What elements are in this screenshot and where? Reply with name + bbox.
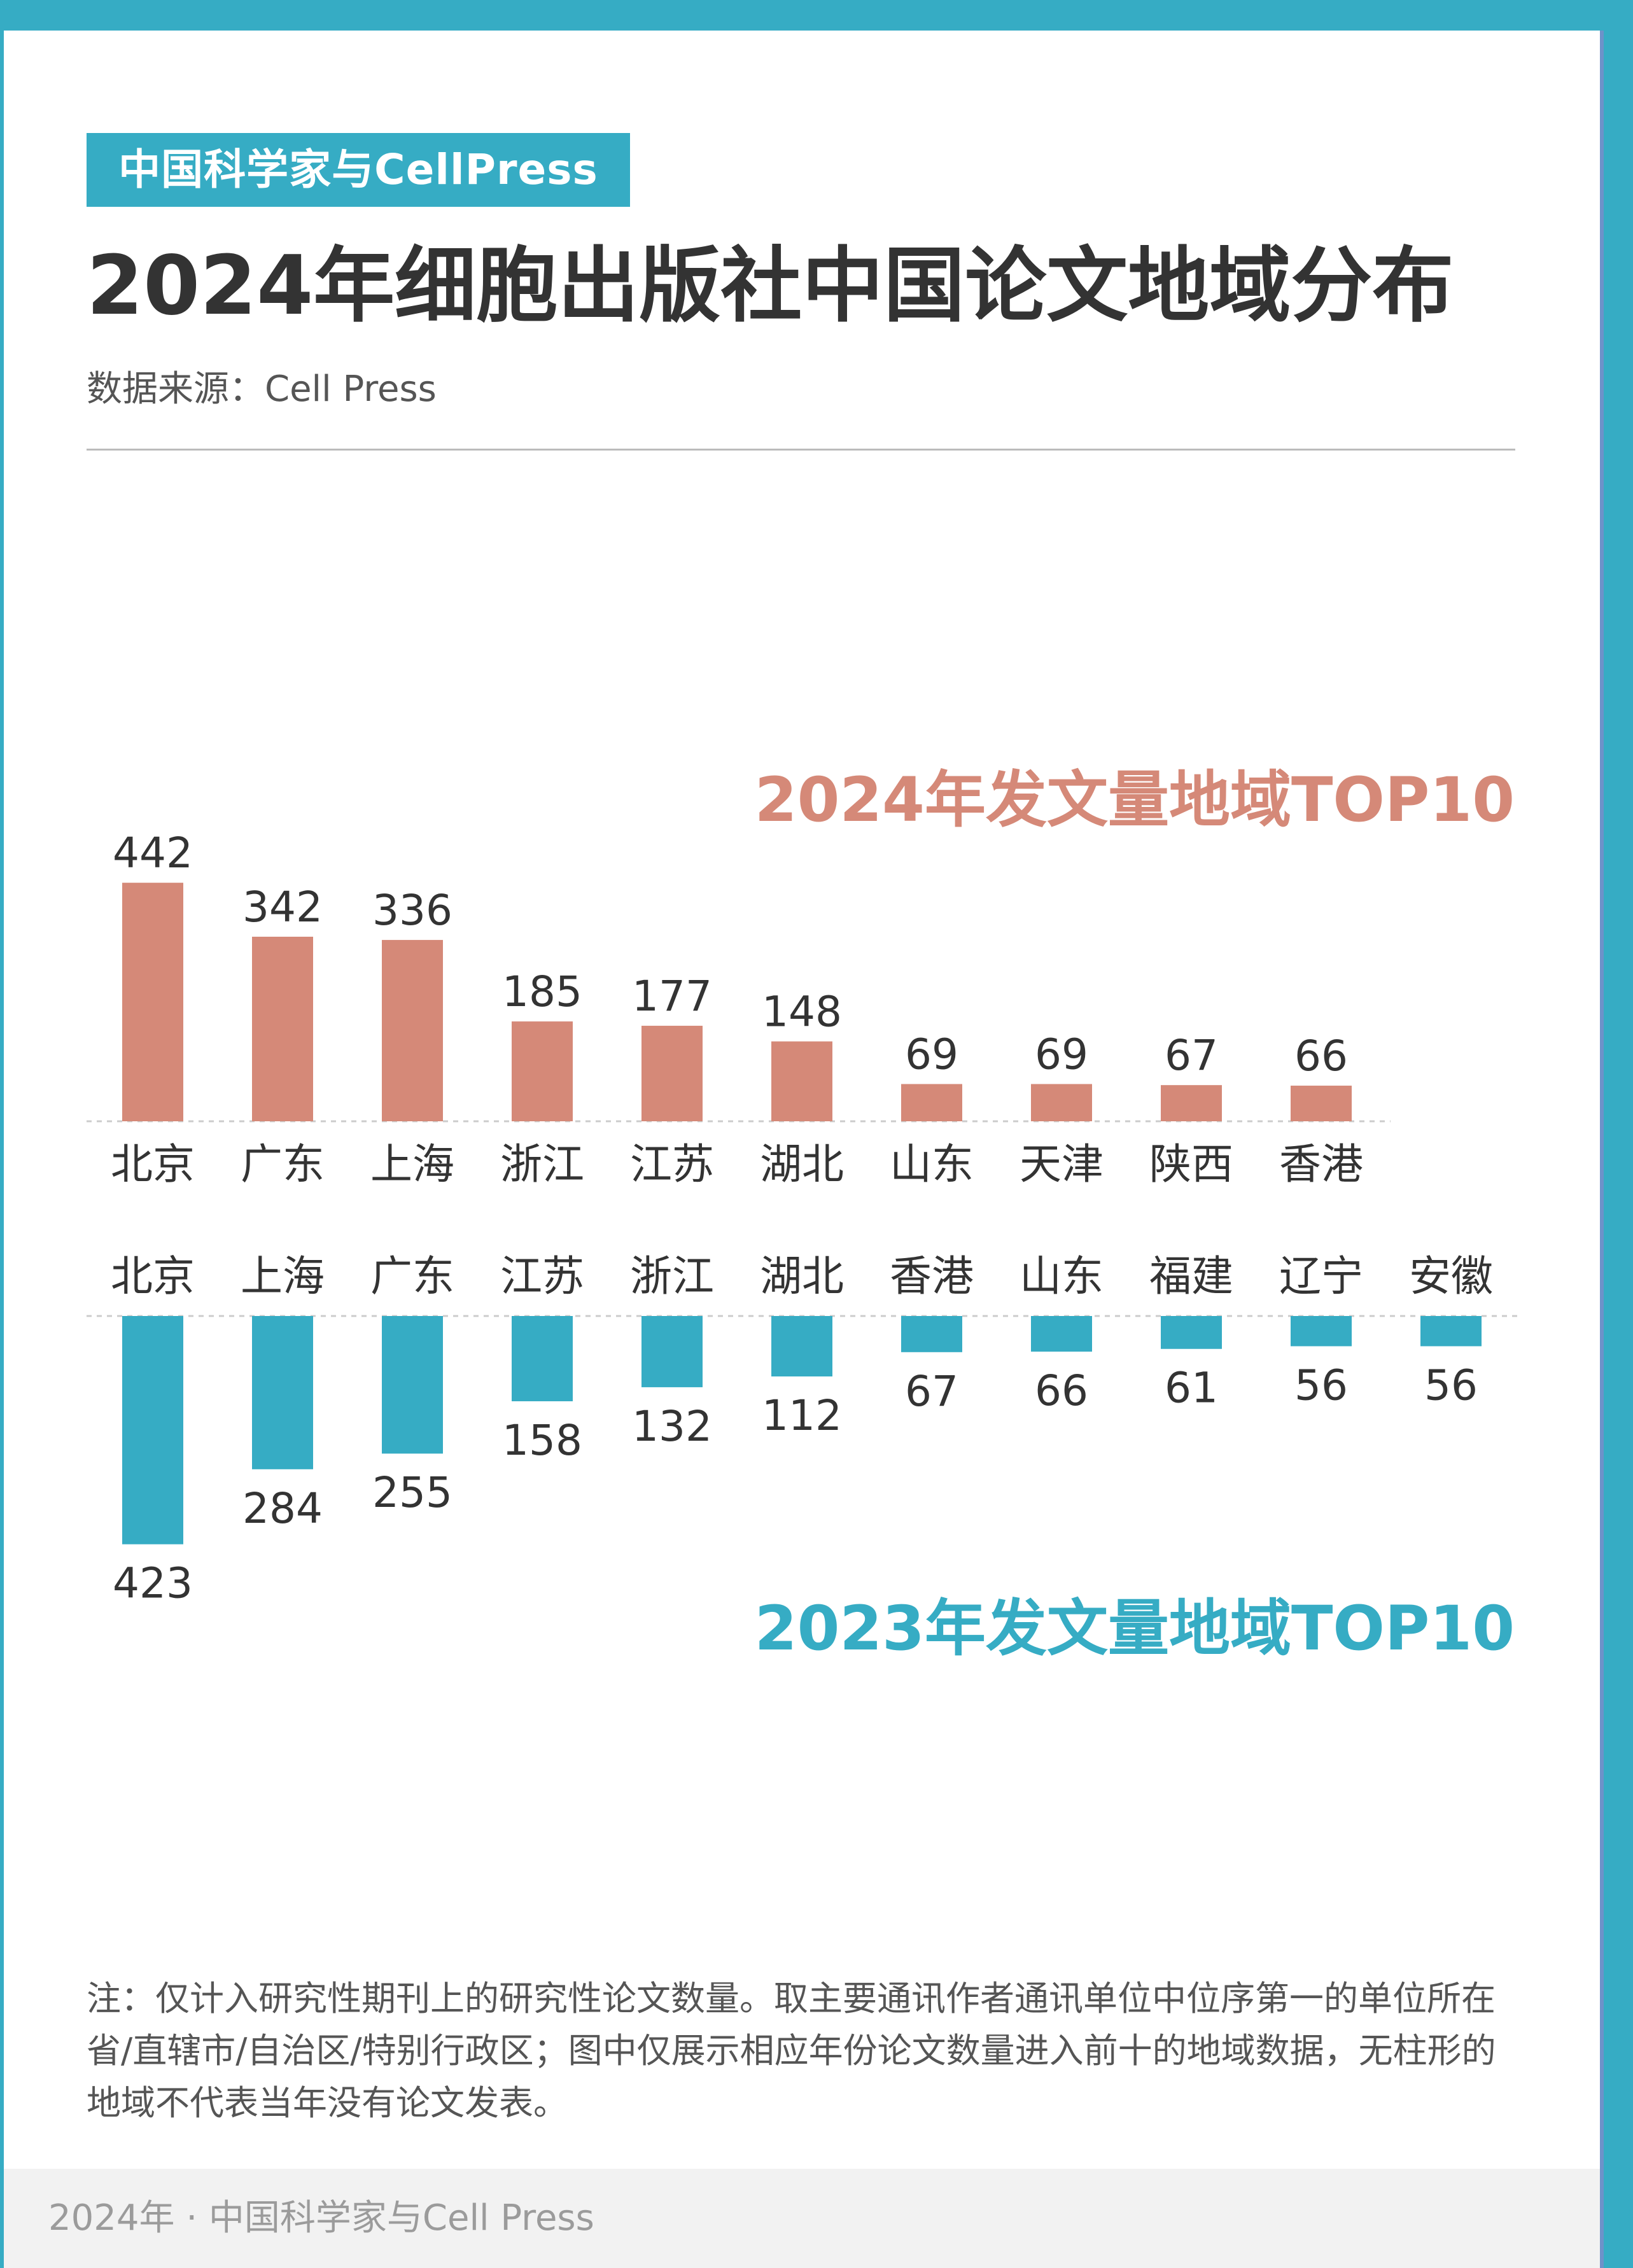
category-label: 福建	[1149, 1252, 1233, 1301]
value-label: 56	[1294, 1361, 1348, 1410]
bar-山东	[901, 1084, 962, 1121]
value-label: 255	[372, 1468, 452, 1517]
bar-北京	[122, 883, 183, 1121]
category-label: 湖北	[760, 1140, 844, 1189]
category-label: 山东	[890, 1140, 974, 1189]
category-label: 辽宁	[1279, 1252, 1363, 1301]
category-label: 安徽	[1409, 1252, 1493, 1301]
value-label: 336	[372, 886, 452, 935]
category-label: 浙江	[500, 1140, 584, 1189]
value-label: 185	[502, 967, 582, 1016]
category-label: 湖北	[760, 1252, 844, 1301]
category-label: 江苏	[630, 1140, 714, 1189]
divider	[87, 449, 1515, 451]
value-label: 66	[1294, 1032, 1348, 1081]
footnote: 注：仅计入研究性期刊上的研究性论文数量。取主要通讯作者通讯单位中位序第一的单位所…	[87, 1978, 1496, 2123]
bar-陕西	[1161, 1085, 1222, 1121]
bar-上海	[382, 940, 443, 1121]
value-label: 61	[1165, 1364, 1218, 1413]
category-label: 香港	[1279, 1140, 1363, 1189]
bar-上海	[252, 1316, 313, 1469]
value-label: 66	[1035, 1366, 1088, 1415]
value-label: 158	[502, 1416, 582, 1465]
series-title-2023: 2023年发文量地域TOP10	[755, 1593, 1515, 1664]
footer-text: 2024年 · 中国科学家与Cell Press	[48, 2197, 594, 2239]
bar-香港	[901, 1316, 962, 1352]
value-label: 112	[762, 1391, 842, 1440]
category-label: 天津	[1020, 1140, 1104, 1189]
value-label: 148	[762, 987, 842, 1036]
footer-bar: 2024年 · 中国科学家与Cell Press	[4, 2169, 1600, 2268]
category-label: 上海	[241, 1252, 325, 1301]
category-label: 北京	[111, 1252, 195, 1301]
page-title: 2024年细胞出版社中国论文地域分布	[87, 239, 1454, 333]
value-label: 69	[1035, 1030, 1088, 1079]
category-label: 陕西	[1149, 1140, 1233, 1189]
value-label: 423	[113, 1559, 193, 1608]
category-label: 山东	[1020, 1252, 1104, 1301]
bar-江苏	[641, 1025, 703, 1121]
bar-湖北	[771, 1041, 832, 1121]
value-label: 67	[905, 1367, 958, 1416]
bar-广东	[382, 1316, 443, 1454]
value-label: 69	[905, 1030, 958, 1079]
bar-江苏	[512, 1316, 573, 1401]
category-label: 浙江	[630, 1252, 714, 1301]
series-2024: 442 北京 342 广东 336 上海 185 浙江 177 江苏 148 湖北 69 山东 69 天津 67…	[111, 829, 1363, 1189]
category-label: 香港	[890, 1252, 974, 1301]
category-label: 广东	[241, 1140, 325, 1189]
category-label: 广东	[370, 1252, 454, 1301]
value-label: 56	[1424, 1361, 1478, 1410]
value-label: 442	[113, 829, 193, 878]
bar-北京	[122, 1316, 183, 1544]
bar-安徽	[1420, 1316, 1482, 1347]
value-label: 177	[632, 972, 712, 1021]
bar-天津	[1031, 1084, 1092, 1121]
poster-card	[4, 31, 1604, 2268]
bar-浙江	[641, 1316, 703, 1387]
series-title-2024: 2024年发文量地域TOP10	[755, 764, 1515, 836]
bar-广东	[252, 936, 313, 1121]
category-label: 上海	[370, 1140, 454, 1189]
category-label: 北京	[111, 1140, 195, 1189]
value-label: 67	[1165, 1031, 1218, 1080]
brand-tag: 中国科学家与CellPress	[87, 133, 630, 207]
value-label: 132	[632, 1402, 712, 1451]
bar-福建	[1161, 1316, 1222, 1349]
bar-香港	[1291, 1086, 1352, 1121]
value-label: 342	[242, 883, 323, 932]
bar-浙江	[512, 1021, 573, 1121]
value-label: 284	[242, 1484, 323, 1533]
source-line: 数据来源：Cell Press	[87, 368, 437, 410]
bar-辽宁	[1291, 1316, 1352, 1347]
bar-山东	[1031, 1316, 1092, 1352]
category-label: 江苏	[500, 1252, 584, 1301]
bar-湖北	[771, 1316, 832, 1376]
series-2023: 423 北京 284 上海 255 广东 158 江苏 132 浙江 112 湖北 67 香港 66 山东 61…	[111, 1252, 1493, 1608]
